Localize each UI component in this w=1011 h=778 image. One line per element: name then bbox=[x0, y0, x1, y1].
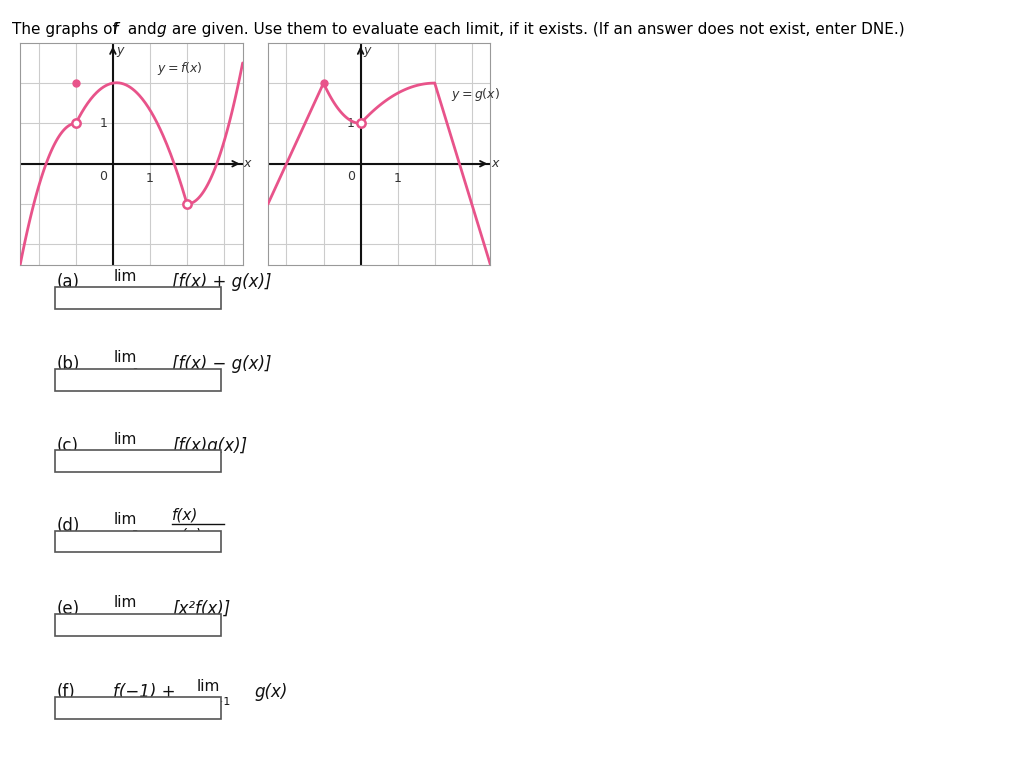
Text: (d): (d) bbox=[57, 517, 80, 535]
Text: lim: lim bbox=[113, 350, 136, 366]
Text: 0: 0 bbox=[99, 170, 107, 183]
Text: g(x): g(x) bbox=[172, 527, 202, 543]
Text: [x²f(x)]: [x²f(x)] bbox=[172, 600, 231, 619]
Text: The graphs of: The graphs of bbox=[12, 22, 123, 37]
Text: are given. Use them to evaluate each limit, if it exists. (If an answer does not: are given. Use them to evaluate each lim… bbox=[167, 22, 905, 37]
Text: and: and bbox=[123, 22, 162, 37]
Text: x→2: x→2 bbox=[116, 614, 140, 623]
Text: x→−1: x→−1 bbox=[199, 697, 232, 706]
Text: [f(x) − g(x)]: [f(x) − g(x)] bbox=[172, 355, 271, 373]
Text: [f(x) + g(x)]: [f(x) + g(x)] bbox=[172, 273, 271, 292]
Bar bbox=[55, 369, 221, 391]
Text: x: x bbox=[244, 157, 251, 170]
Bar bbox=[55, 697, 221, 719]
Text: g(x): g(x) bbox=[255, 683, 288, 702]
Text: y: y bbox=[116, 44, 123, 57]
Text: (e): (e) bbox=[57, 600, 80, 619]
Text: (b): (b) bbox=[57, 355, 80, 373]
Text: $y= f(x)$: $y= f(x)$ bbox=[158, 60, 203, 77]
Text: (c): (c) bbox=[57, 436, 79, 455]
Text: f: f bbox=[113, 22, 118, 37]
Text: 1: 1 bbox=[99, 117, 107, 130]
Text: 0: 0 bbox=[347, 170, 355, 183]
Text: $y= g(x)$: $y= g(x)$ bbox=[451, 86, 500, 103]
Text: x: x bbox=[491, 157, 498, 170]
Text: [f(x)g(x)]: [f(x)g(x)] bbox=[172, 436, 247, 455]
Text: 1: 1 bbox=[347, 117, 355, 130]
Text: g: g bbox=[157, 22, 167, 37]
Bar bbox=[55, 450, 221, 472]
Text: lim: lim bbox=[196, 678, 219, 694]
Text: lim: lim bbox=[113, 432, 136, 447]
Bar bbox=[55, 614, 221, 636]
Text: x→2: x→2 bbox=[116, 287, 140, 296]
Bar bbox=[55, 531, 221, 552]
Text: (a): (a) bbox=[57, 273, 80, 292]
Text: f(x): f(x) bbox=[172, 507, 198, 523]
Text: x→3: x→3 bbox=[116, 531, 140, 540]
Text: lim: lim bbox=[113, 268, 136, 284]
Text: 1: 1 bbox=[146, 172, 154, 185]
Text: y: y bbox=[364, 44, 371, 57]
Bar bbox=[55, 287, 221, 309]
Text: x→−1: x→−1 bbox=[116, 450, 149, 460]
Text: (f): (f) bbox=[57, 683, 76, 702]
Text: lim: lim bbox=[113, 595, 136, 611]
Text: 1: 1 bbox=[393, 172, 401, 185]
Text: x→0: x→0 bbox=[116, 369, 140, 378]
Text: f(−1) +: f(−1) + bbox=[113, 683, 181, 702]
Text: lim: lim bbox=[113, 512, 136, 527]
